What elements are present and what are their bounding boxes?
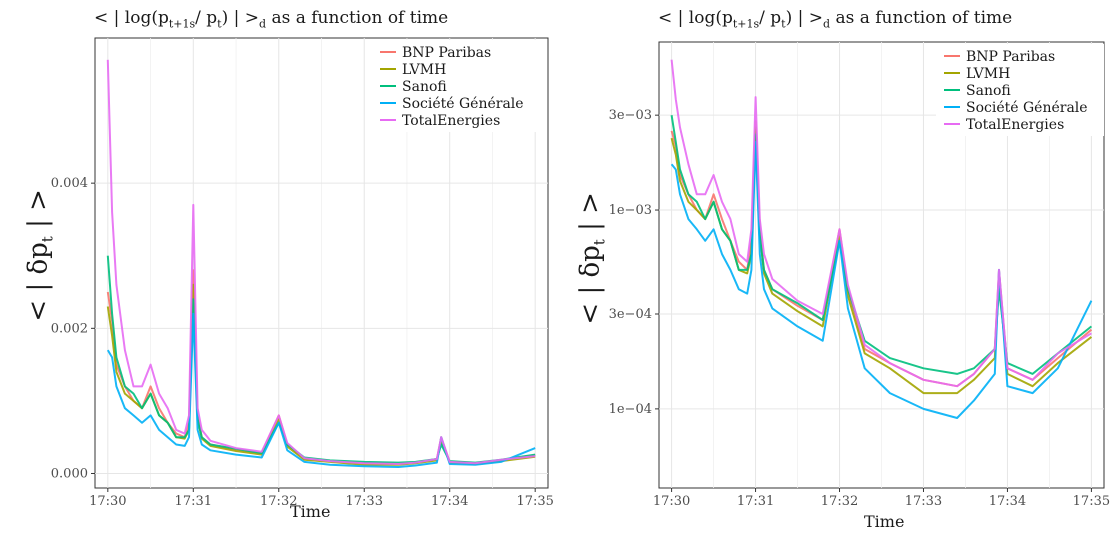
title-sub: t+1s	[732, 17, 760, 31]
title-part: ) | >	[221, 8, 259, 28]
x-tick-label: 17:30	[89, 494, 126, 509]
legend-label: Société Générale	[966, 100, 1088, 116]
x-tick-label: 17:32	[260, 494, 297, 509]
legend-label: Sanofi	[966, 83, 1011, 99]
series-line-soci-t-g-n-rale	[106, 312, 536, 468]
chart-panel-log: < | log(pt+1s/ pt) | >d as a function of…	[556, 0, 1112, 533]
x-tick-label: 17:31	[175, 494, 212, 509]
title-part: / p	[759, 8, 782, 28]
legend-label: Sanofi	[402, 79, 447, 95]
title-part: / p	[195, 8, 218, 28]
y-tick-label: 3e−03	[609, 108, 652, 123]
series-line-totalenergies	[106, 59, 536, 465]
chart-title: < | log(pt+1s/ pt) | >d as a function of…	[658, 8, 1012, 30]
x-tick-label: 17:30	[653, 494, 690, 509]
legend-label: TotalEnergies	[966, 117, 1064, 133]
legend-label: BNP Paribas	[402, 45, 491, 61]
chart-title: < | log(pt+1s/ pt) | >d as a function of…	[94, 8, 448, 30]
title-part: < | log(p	[658, 8, 733, 28]
x-tick-label: 17:33	[346, 494, 383, 509]
legend-box	[936, 44, 1104, 136]
y-tick-label: 0.002	[51, 321, 88, 336]
y-tick-label: 3e−04	[609, 307, 652, 322]
y-tick-label: 1e−03	[609, 203, 652, 218]
x-tick-label: 17:33	[905, 494, 942, 509]
y-tick-label: 1e−04	[609, 402, 652, 417]
legend-label: Société Générale	[402, 96, 524, 112]
title-part: as a function of time	[830, 8, 1013, 28]
title-sub: t+1s	[168, 17, 196, 31]
series-line-soci-t-g-n-rale	[670, 141, 1093, 419]
title-sub: t	[217, 17, 222, 31]
x-tick-label: 17:35	[516, 494, 553, 509]
legend-label: LVMH	[402, 62, 446, 78]
chart-svg-log: 17:30 17:31 17:32 17:33 17:34 17:35 1e−04 3e−04…	[609, 41, 1110, 509]
legend-label: LVMH	[966, 66, 1010, 82]
chart-panel-linear: < | log(pt+1s/ pt) | >d as a function of…	[23, 8, 554, 521]
x-tick-label: 17:31	[737, 494, 774, 509]
title-sub: t	[781, 17, 786, 31]
series-line-totalenergies	[670, 59, 1092, 388]
title-part: as a function of time	[266, 8, 449, 28]
x-tick-label: 17:32	[821, 494, 858, 509]
title-sub: d	[259, 17, 267, 31]
title-sub: d	[823, 17, 831, 31]
x-tick-label: 17:34	[989, 494, 1026, 509]
title-part: ) | >	[785, 8, 823, 28]
chart-svg-linear: 17:30 17:31 17:32 17:33 17:34 17:35 0.000 0.002…	[51, 37, 554, 509]
x-axis-label: Time	[290, 502, 331, 521]
x-tick-label: 17:34	[431, 494, 468, 509]
y-tick-label: 0.000	[51, 466, 88, 481]
legend-box	[372, 40, 540, 132]
y-tick-label: 0.004	[51, 176, 88, 191]
x-tick-label: 17:35	[1073, 494, 1110, 509]
legend-label: TotalEnergies	[402, 113, 500, 129]
x-axis-label: Time	[864, 512, 905, 531]
title-part: < | log(p	[94, 8, 169, 28]
legend-label: BNP Paribas	[966, 49, 1055, 65]
